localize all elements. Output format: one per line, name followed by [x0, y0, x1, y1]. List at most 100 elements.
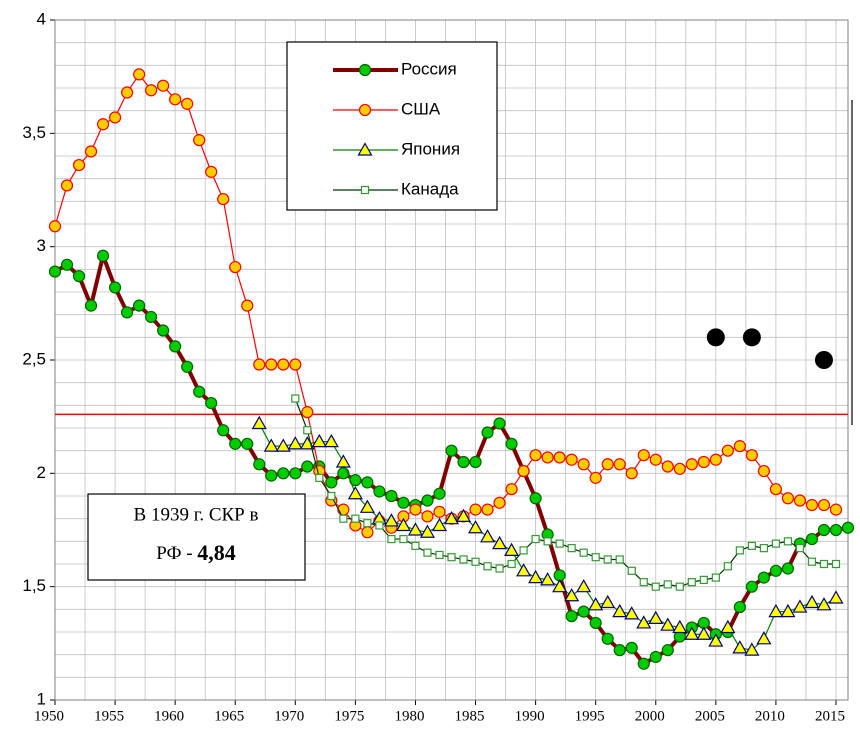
point: [301, 406, 314, 419]
point: [48, 265, 62, 278]
point: [735, 546, 744, 555]
point: [395, 517, 411, 532]
point: [397, 496, 410, 509]
point: [817, 498, 831, 512]
point: [383, 513, 399, 527]
point: [229, 437, 242, 450]
point: [193, 134, 206, 147]
point: [663, 580, 672, 589]
plot-frame: [54, 19, 849, 701]
point: [48, 220, 62, 233]
point: [507, 559, 516, 569]
point: [495, 564, 504, 573]
point: [780, 603, 796, 618]
point: [241, 299, 254, 312]
point: [471, 557, 480, 566]
annotation-box: [87, 493, 306, 581]
point: [423, 548, 432, 557]
point: [84, 299, 98, 312]
point: [483, 562, 492, 571]
x-tick-label: 1975: [334, 708, 364, 724]
point: [193, 385, 206, 398]
point: [805, 532, 819, 546]
marker-point: [814, 351, 833, 369]
point: [241, 437, 254, 450]
point: [564, 588, 580, 602]
x-tick-label: 1980: [394, 708, 424, 724]
legend-marker: [360, 185, 370, 195]
y-tick-label: 2: [37, 463, 46, 482]
point: [603, 555, 612, 564]
point: [289, 358, 302, 371]
point: [792, 599, 808, 613]
point: [468, 520, 484, 534]
point: [327, 491, 336, 501]
point: [277, 358, 290, 371]
point: [133, 299, 146, 312]
point: [217, 192, 230, 206]
legend-marker: [357, 142, 373, 156]
x-tick-label: 2015: [815, 708, 845, 724]
point: [517, 464, 530, 478]
point: [769, 483, 783, 496]
point: [757, 464, 770, 478]
point: [480, 529, 496, 543]
point: [421, 494, 434, 507]
point: [335, 454, 351, 468]
point: [375, 521, 384, 530]
point: [399, 534, 408, 544]
point: [625, 641, 638, 654]
point: [301, 460, 314, 473]
point: [685, 458, 698, 471]
x-tick-label: 1955: [94, 708, 124, 724]
point: [181, 97, 194, 110]
point: [253, 358, 266, 371]
point: [505, 483, 518, 496]
point: [337, 503, 350, 516]
point: [819, 559, 829, 569]
point: [783, 537, 793, 546]
x-tick-label: 1970: [274, 708, 304, 724]
point: [577, 458, 590, 471]
point: [579, 548, 588, 557]
x-tick-label: 2005: [695, 708, 725, 724]
point: [447, 553, 456, 562]
point: [553, 451, 566, 464]
point: [687, 578, 696, 587]
point: [771, 539, 781, 548]
point: [72, 158, 86, 172]
point: [373, 485, 386, 498]
point: [529, 449, 542, 462]
legend-label: Канада: [401, 179, 459, 198]
point: [711, 573, 720, 582]
point: [817, 523, 831, 537]
y-tick-label: 3: [37, 236, 46, 255]
point: [263, 438, 279, 452]
point: [601, 632, 614, 645]
y-tick-label: 2,5: [22, 349, 46, 368]
point: [672, 619, 688, 634]
point: [253, 458, 266, 471]
point: [519, 546, 528, 555]
legend: Россия США Япония Канада: [286, 41, 498, 211]
point: [612, 603, 628, 618]
point: [469, 503, 482, 516]
point: [747, 541, 756, 550]
point: [347, 486, 363, 500]
point: [96, 118, 110, 131]
point: [505, 437, 518, 450]
point: [649, 650, 662, 664]
point: [275, 438, 291, 452]
point: [481, 503, 494, 516]
y-tick-label: 3,5: [22, 123, 46, 142]
point: [108, 111, 122, 124]
point: [807, 557, 817, 566]
point: [291, 394, 300, 403]
point: [543, 537, 552, 546]
point: [624, 606, 640, 620]
point: [732, 640, 748, 654]
point: [625, 467, 638, 480]
point: [459, 555, 468, 564]
